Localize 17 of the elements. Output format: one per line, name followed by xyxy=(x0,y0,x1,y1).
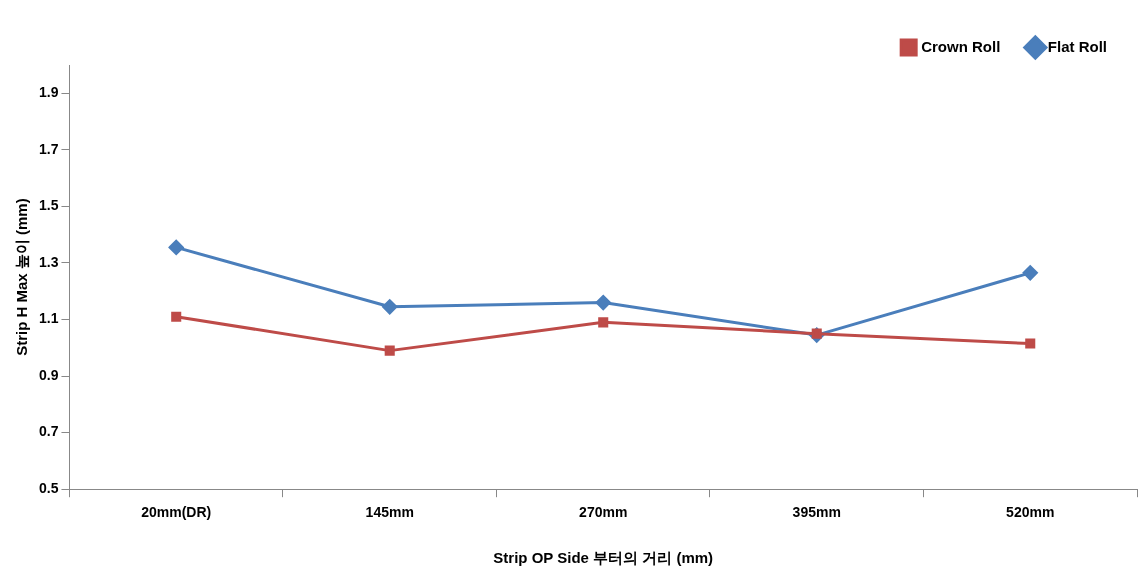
y-tick-label: 1.9 xyxy=(38,84,59,101)
y-tick-label: 1.5 xyxy=(38,197,59,214)
y-tick-label: 0.9 xyxy=(38,366,59,383)
x-tick-label: 145mm xyxy=(365,504,414,521)
y-tick-label: 1.1 xyxy=(38,310,59,327)
legend-label: Flat Roll xyxy=(1047,37,1108,55)
y-tick-label: 1.3 xyxy=(38,253,59,270)
x-tick-label: 395mm xyxy=(792,504,841,521)
y-tick-label: 0.5 xyxy=(38,480,59,497)
y-axis-title: Strip H Max 높이 (mm) xyxy=(13,198,31,356)
y-tick-label: 1.7 xyxy=(38,140,59,157)
legend-label: Crown Roll xyxy=(921,37,1001,55)
x-tick-label: 20mm(DR) xyxy=(141,504,212,521)
x-tick-label: 270mm xyxy=(579,504,628,521)
x-axis-title: Strip OP Side 부터의 거리 (mm) xyxy=(493,549,714,567)
y-tick-label: 0.7 xyxy=(38,423,59,440)
x-tick-label: 520mm xyxy=(1006,504,1055,521)
